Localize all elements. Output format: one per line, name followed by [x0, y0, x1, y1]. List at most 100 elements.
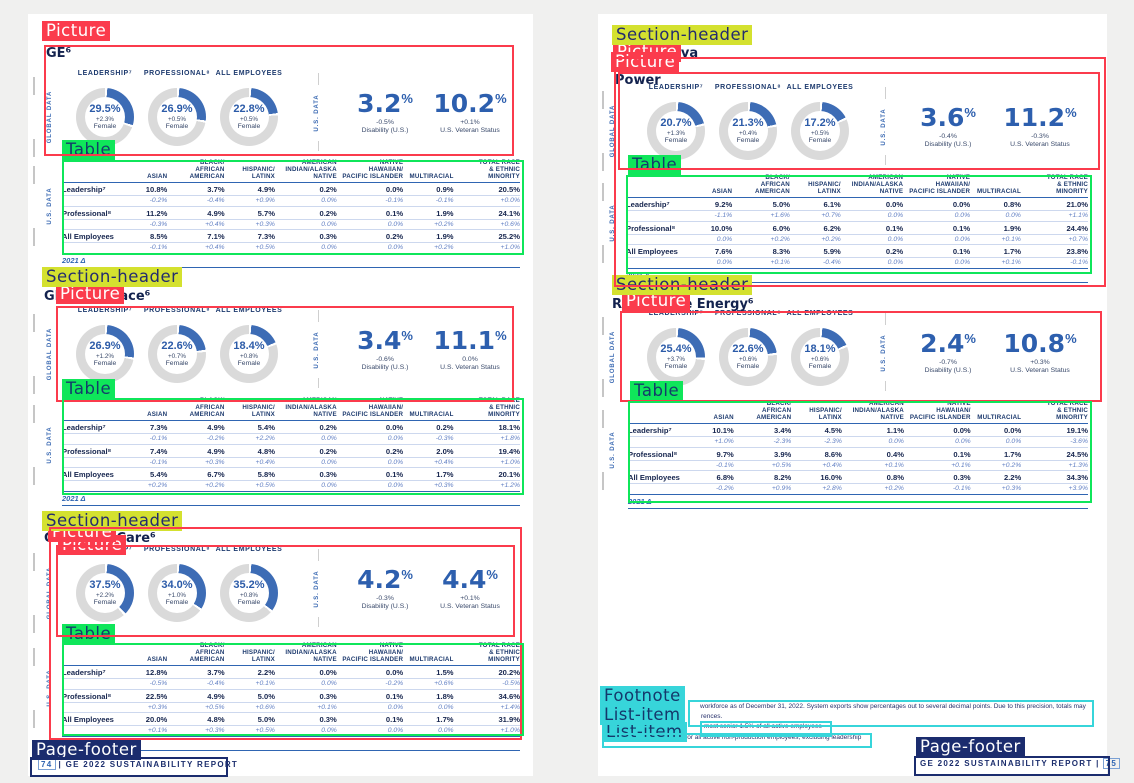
- table-header-row: ASIAN BLACK/ AFRICAN AMERICAN HISPANIC/ LA…: [628, 400, 1088, 425]
- donut-delta: +0.6%: [738, 356, 758, 363]
- table-delta-cell: +0.5%: [224, 480, 275, 492]
- table-delta-cell: +3.9%: [1021, 483, 1088, 495]
- picture-divider: [885, 147, 886, 165]
- table-delta-cell: +0.4%: [403, 457, 454, 469]
- table-delta-cell: -0.1%: [1020, 257, 1088, 269]
- table-row: Professional⁸ 9.7% 3.9% 8.6% 0.4% 0.1% 1.7% 24.…: [628, 447, 1088, 461]
- table-delta-cell: 0.0%: [274, 457, 337, 469]
- link-2021-delta[interactable]: 2021 Δ: [62, 256, 520, 268]
- table-cell: 0.1%: [903, 447, 971, 461]
- table-corner-cell: [62, 160, 122, 184]
- table-delta-row: -0.1% +0.4% +0.5% 0.0% 0.0% +0.2% +1.0%: [62, 242, 520, 254]
- donut-value: 26.9%: [161, 103, 193, 115]
- table-cell: 0.2%: [274, 182, 337, 197]
- us-data-divider-label: U.S. DATA: [313, 561, 323, 617]
- table-delta-row: -0.1% -0.2% +2.2% 0.0% 0.0% -0.3% +1.8%: [62, 433, 520, 445]
- table-cell: 4.5%: [791, 423, 842, 438]
- table-delta-cell: -0.1%: [687, 460, 734, 472]
- table-cell: 5.0%: [224, 689, 275, 703]
- table-body: Leadership⁷ 10.1% 3.4% 4.5% 1.1% 0.0% 0.0% 19.1…: [628, 423, 1088, 495]
- table-delta-cell: +0.6%: [403, 678, 454, 690]
- annotation-label-picture: Picture: [622, 291, 691, 311]
- table-body: Leadership⁷ 7.3% 4.9% 5.4% 0.2% 0.0% 0.2% 18.1%…: [62, 420, 520, 492]
- table-cell: 0.0%: [336, 182, 404, 197]
- footer-separator: |: [58, 760, 63, 769]
- donut-value: 18.4%: [233, 340, 265, 352]
- row-label: Professional⁸: [62, 206, 122, 220]
- row-label: Leadership⁷: [626, 197, 687, 212]
- link-2021-delta[interactable]: 2021 Δ: [62, 494, 520, 506]
- row-label: Leadership⁷: [62, 420, 122, 435]
- table-header: ASIAN BLACK/ AFRICAN AMERICAN HISPANIC/ LA…: [62, 642, 520, 667]
- table-row: Leadership⁷ 10.8% 3.7% 4.9% 0.2% 0.0% 0.9% 20.5…: [62, 182, 520, 197]
- table-delta-cell: +0.1%: [970, 234, 1021, 246]
- rail-tick: [33, 404, 35, 423]
- table-delta-cell: -2.3%: [791, 436, 842, 448]
- donut-delta: +0.5%: [810, 130, 830, 137]
- column-header: NATIVE HAWAIIAN/ PACIFIC ISLANDER: [336, 642, 404, 667]
- link-2021-delta[interactable]: 2021 Δ: [628, 497, 1088, 509]
- annotation-label-picture: Picture: [611, 52, 680, 72]
- us-stat-value: 2.4: [920, 329, 965, 358]
- table-delta-cell: 0.0%: [970, 210, 1021, 222]
- table-delta-cell: +1.4%: [453, 702, 520, 714]
- annotation-label-section-header: Section-header: [42, 511, 183, 531]
- table-cell: 0.3%: [274, 229, 337, 244]
- donut-center: 22.6% +0.7% Female: [157, 334, 197, 374]
- percent-sign: %: [495, 91, 507, 106]
- column-header: MULTIRACIAL: [403, 160, 454, 184]
- annotation-label-footnote: Footnote: [600, 686, 685, 706]
- row-label-spacer: [62, 433, 122, 445]
- table-delta-cell: 0.0%: [274, 242, 337, 254]
- table-cell: 0.2%: [274, 206, 337, 220]
- global-data-rail-label: GLOBAL DATA: [609, 103, 619, 159]
- footnote-line: Professional accounts for all active non…: [620, 734, 862, 741]
- table-cell: 5.4%: [121, 467, 168, 482]
- table-cell: 2.2%: [224, 665, 275, 680]
- table-delta-cell: 0.0%: [336, 433, 404, 445]
- diversity-table: ASIAN BLACK/ AFRICAN AMERICAN HISPANIC/ LA…: [628, 400, 1088, 509]
- column-header: BLACK/ AFRICAN AMERICAN: [167, 642, 225, 667]
- table-cell: 0.0%: [903, 197, 971, 212]
- column-header: AMERICAN INDIAN/ALASKA NATIVE: [274, 397, 337, 422]
- table-delta-cell: 0.0%: [336, 457, 404, 469]
- table-cell: 8.5%: [121, 229, 168, 244]
- us-data-divider-label: U.S. DATA: [880, 325, 890, 381]
- table-cell: 0.9%: [403, 182, 454, 197]
- page-number: 75: [1102, 758, 1121, 769]
- table-delta-cell: 0.0%: [274, 480, 337, 492]
- percent-sign: %: [401, 91, 413, 106]
- table-cell: 4.9%: [167, 206, 225, 220]
- donut-caption: Female: [93, 360, 117, 367]
- rail-tick: [33, 376, 35, 394]
- table-cell: 0.0%: [970, 423, 1022, 438]
- us-data-rail-label: U.S. DATA: [46, 659, 56, 716]
- diversity-table: ASIAN BLACK/ AFRICAN AMERICAN HISPANIC/ LA…: [62, 159, 520, 268]
- footnote-line: workforce as of December 31, 2022. Syste…: [700, 703, 1086, 710]
- table-header-row: ASIAN BLACK/ AFRICAN AMERICAN HISPANIC/ LA…: [62, 642, 520, 667]
- donut-value: 20.7%: [660, 117, 692, 129]
- table-delta-cell: +0.3%: [224, 219, 275, 231]
- table-cell: 34.6%: [453, 689, 520, 703]
- us-data-rail-label: U.S. DATA: [46, 177, 56, 234]
- table-delta-cell: 0.0%: [970, 436, 1022, 448]
- donut-header: LEADERSHIP⁷: [77, 70, 133, 77]
- table-delta-cell: 0.0%: [840, 210, 904, 222]
- table-cell: 19.1%: [1021, 423, 1088, 438]
- table-delta-cell: 0.0%: [841, 436, 904, 448]
- table-delta-row: +0.2% +0.2% +0.5% 0.0% 0.0% +0.3% +1.2%: [62, 480, 520, 492]
- us-stat-value: 3.2: [357, 89, 402, 118]
- rail-tick: [33, 615, 35, 633]
- table-delta-cell: +2.8%: [791, 483, 842, 495]
- table-corner-cell: [62, 643, 122, 667]
- table-delta-cell: 0.0%: [903, 234, 971, 246]
- table-cell: 0.1%: [336, 712, 404, 727]
- donut-center: 20.7% +1.3% Female: [656, 111, 696, 151]
- us-stat-delta: 0.0%: [462, 356, 478, 363]
- us-stat-delta: +0.1%: [460, 119, 480, 126]
- rail-tick: [602, 244, 604, 263]
- table-row: All Employees 6.8% 8.2% 16.0% 0.8% 0.3% 2.2% 34…: [628, 470, 1088, 485]
- donut-value: 37.5%: [89, 579, 121, 591]
- column-header: TOTAL RACE & ETHNIC MINORITY: [453, 642, 520, 667]
